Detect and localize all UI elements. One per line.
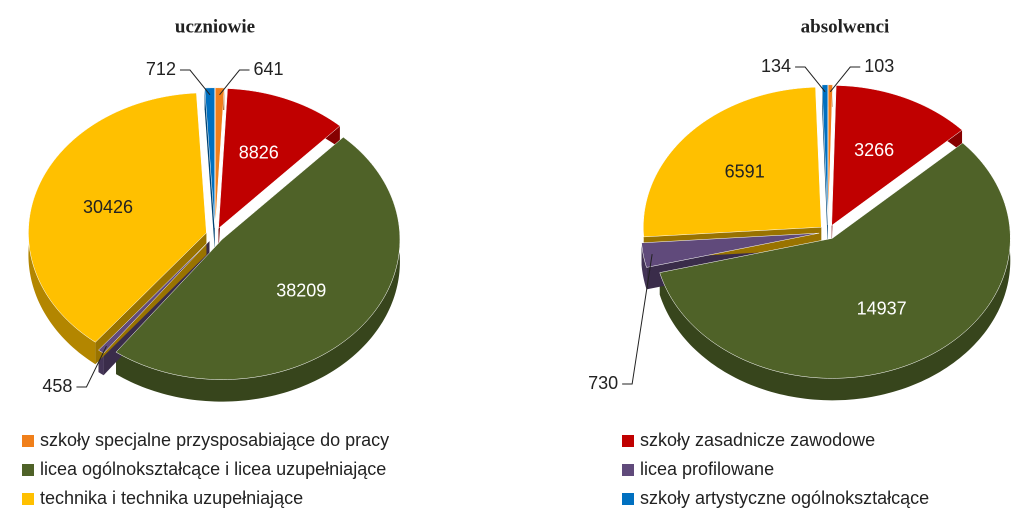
- data-label: 641: [254, 59, 284, 79]
- chart-title: uczniowie: [175, 16, 255, 37]
- data-label: 14937: [857, 298, 907, 318]
- data-label: 103: [864, 56, 894, 76]
- pie-side: [204, 88, 215, 250]
- pie-slice: [115, 136, 401, 380]
- pie-slice: [218, 88, 341, 229]
- data-label: 3266: [854, 140, 894, 160]
- legend-label: szkoły specjalne przysposabiające do pra…: [40, 430, 389, 450]
- legend-label: licea profilowane: [640, 459, 774, 479]
- pie-slice: [827, 84, 833, 225]
- data-label: 134: [761, 56, 791, 76]
- pie-side: [116, 137, 400, 402]
- leader-line: [219, 69, 250, 96]
- chart-title: absolwenci: [801, 16, 890, 37]
- pie-slice: [204, 87, 215, 228]
- legend-label: szkoły artystyczne ogólnokształcące: [640, 488, 929, 508]
- legend-label: szkoły zasadnicze zawodowe: [640, 430, 875, 450]
- pie-slice: [98, 240, 210, 354]
- leader-line: [795, 66, 826, 93]
- pie-slice: [28, 92, 207, 343]
- leader-line: [76, 345, 107, 388]
- data-label: 38209: [276, 280, 326, 300]
- legend-label: licea ogólnokształcące i licea uzupełnia…: [40, 459, 386, 479]
- pie-slice: [659, 142, 1011, 379]
- pie-side: [641, 242, 647, 290]
- pie-slice: [821, 84, 829, 225]
- legend-swatch: [622, 493, 634, 505]
- pie-slice: [641, 232, 820, 268]
- legend-swatch: [22, 493, 34, 505]
- pie-slice: [214, 87, 225, 228]
- pie-slice: [831, 85, 963, 226]
- leader-line: [622, 254, 653, 385]
- data-label: 8826: [239, 142, 279, 162]
- data-label: 6591: [725, 162, 765, 182]
- leader-line: [829, 66, 861, 93]
- legend-swatch: [22, 464, 34, 476]
- legend-swatch: [622, 464, 634, 476]
- legend-swatch: [22, 435, 34, 447]
- legend-label: technika i technika uzupełniające: [40, 488, 303, 508]
- data-label: 30426: [83, 197, 133, 217]
- legend-swatch: [622, 435, 634, 447]
- data-label: 712: [146, 59, 176, 79]
- pie-slice: [643, 86, 822, 238]
- data-label: 458: [42, 376, 72, 396]
- leader-line: [179, 69, 211, 96]
- data-label: 730: [588, 373, 618, 393]
